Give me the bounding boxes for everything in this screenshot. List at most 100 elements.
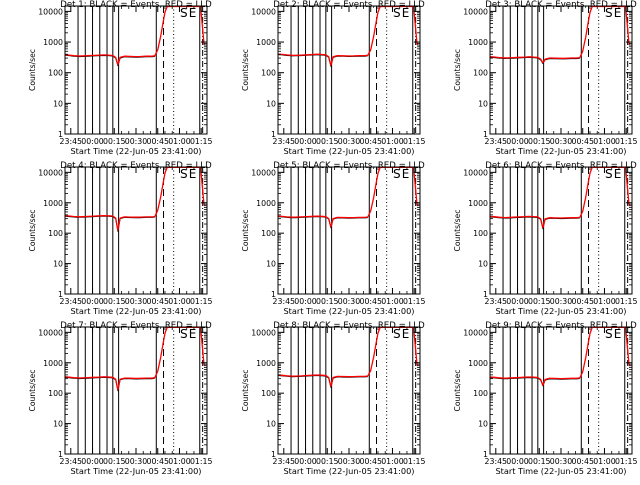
y-tick-label: 10000: [251, 328, 276, 337]
x-tick-label: 00:15: [316, 457, 339, 466]
x-tick-label: 01:00: [381, 457, 404, 466]
y-tick-label: 1000: [468, 38, 488, 47]
x-tick-label: 23:45: [60, 457, 83, 466]
y-tick-label: 100: [473, 389, 488, 398]
y-tick-label: 10000: [463, 168, 488, 177]
y-tick-label: 10: [266, 99, 276, 108]
x-tick-label: 00:45: [146, 137, 169, 146]
marker-label-e: E: [402, 167, 410, 181]
y-tick-label: 1000: [43, 359, 63, 368]
chart-title: Det 1: BLACK = Events, RED = LLD: [60, 0, 212, 10]
x-tick-label: 00:15: [316, 297, 339, 306]
y-tick-label: 1: [58, 130, 63, 139]
marker-label-s: S: [393, 327, 401, 341]
y-tick-label: 1000: [256, 359, 276, 368]
series-line-lld: [277, 326, 418, 387]
y-tick-label: 1000: [256, 38, 276, 47]
y-tick-label: 10: [478, 260, 488, 269]
marker-label-s: S: [180, 167, 188, 181]
x-tick-label: 00:00: [81, 457, 104, 466]
y-axis-label: Counts/sec: [241, 210, 250, 252]
x-tick-label: 01:00: [168, 457, 191, 466]
x-tick-label: 23:45: [485, 457, 508, 466]
x-tick-label: 01:00: [593, 457, 616, 466]
y-tick-label: 100: [48, 69, 63, 78]
y-tick-label: 10: [266, 260, 276, 269]
y-axis-label: Counts/sec: [453, 210, 462, 252]
x-axis-label: Start Time (22-Jun-05 23:41:00): [283, 466, 414, 476]
y-tick-label: 100: [261, 69, 276, 78]
x-tick-label: 00:15: [103, 297, 126, 306]
x-tick-label: 00:00: [294, 137, 317, 146]
y-tick-label: 10000: [38, 7, 63, 16]
plot-frame: [277, 326, 421, 455]
y-tick-label: 1: [483, 290, 488, 299]
marker-label-e: E: [189, 6, 197, 20]
x-tick-label: 00:30: [550, 457, 573, 466]
x-tick-label: 00:00: [81, 137, 104, 146]
chart-title: Det 6: BLACK = Events, RED = LLD: [485, 161, 637, 171]
y-tick-label: 1: [483, 130, 488, 139]
x-tick-label: 00:45: [146, 457, 169, 466]
x-tick-label: 00:15: [528, 137, 551, 146]
x-tick-label: 01:00: [593, 297, 616, 306]
marker-label-e: E: [402, 327, 410, 341]
x-tick-label: 00:15: [528, 297, 551, 306]
y-tick-label: 1: [483, 450, 488, 459]
x-tick-label: 01:15: [190, 297, 213, 306]
y-tick-label: 10: [478, 420, 488, 429]
y-tick-label: 1: [58, 290, 63, 299]
y-tick-label: 100: [48, 229, 63, 238]
y-tick-label: 10000: [463, 328, 488, 337]
y-tick-label: 10: [53, 260, 63, 269]
y-tick-label: 10000: [251, 7, 276, 16]
plot-frame: [64, 326, 208, 455]
x-tick-label: 00:45: [571, 457, 594, 466]
y-tick-label: 1000: [468, 199, 488, 208]
marker-label-s: S: [180, 6, 188, 20]
x-axis-label: Start Time (22-Jun-05 23:41:00): [70, 466, 201, 476]
x-tick-label: 23:45: [273, 137, 296, 146]
marker-label-e: E: [614, 327, 622, 341]
series-line-lld: [277, 5, 418, 66]
series-line-lld: [64, 166, 205, 231]
x-axis-label: Start Time (22-Jun-05 23:41:00): [495, 306, 626, 316]
plot-frame: [64, 166, 208, 295]
x-tick-label: 00:15: [103, 457, 126, 466]
marker-label-s: S: [605, 6, 613, 20]
marker-label-s: S: [605, 327, 613, 341]
y-axis-label: Counts/sec: [453, 49, 462, 91]
y-tick-label: 1000: [43, 38, 63, 47]
x-tick-label: 00:00: [506, 297, 529, 306]
x-tick-label: 00:30: [125, 137, 148, 146]
x-tick-label: 00:30: [338, 457, 361, 466]
x-tick-label: 00:45: [359, 137, 382, 146]
y-axis-label: Counts/sec: [241, 370, 250, 412]
x-tick-label: 00:00: [294, 457, 317, 466]
chart-title: Det 2: BLACK = Events, RED = LLD: [273, 0, 425, 10]
x-tick-label: 01:15: [615, 137, 638, 146]
y-tick-label: 1000: [43, 199, 63, 208]
chart-title: Det 7: BLACK = Events, RED = LLD: [60, 321, 212, 331]
series-line-lld: [489, 5, 630, 64]
x-tick-label: 00:30: [550, 137, 573, 146]
y-tick-label: 10: [53, 99, 63, 108]
x-tick-label: 00:30: [550, 297, 573, 306]
chart-title: Det 8: BLACK = Events, RED = LLD: [273, 321, 425, 331]
x-tick-label: 23:45: [485, 137, 508, 146]
x-tick-label: 00:45: [359, 457, 382, 466]
y-axis-label: Counts/sec: [28, 370, 37, 412]
x-tick-label: 00:00: [81, 297, 104, 306]
y-tick-label: 10000: [251, 168, 276, 177]
x-tick-label: 01:00: [168, 137, 191, 146]
x-tick-label: 00:15: [528, 457, 551, 466]
marker-label-e: E: [402, 6, 410, 20]
x-axis-label: Start Time (22-Jun-05 23:41:00): [495, 146, 626, 156]
marker-label-s: S: [605, 167, 613, 181]
